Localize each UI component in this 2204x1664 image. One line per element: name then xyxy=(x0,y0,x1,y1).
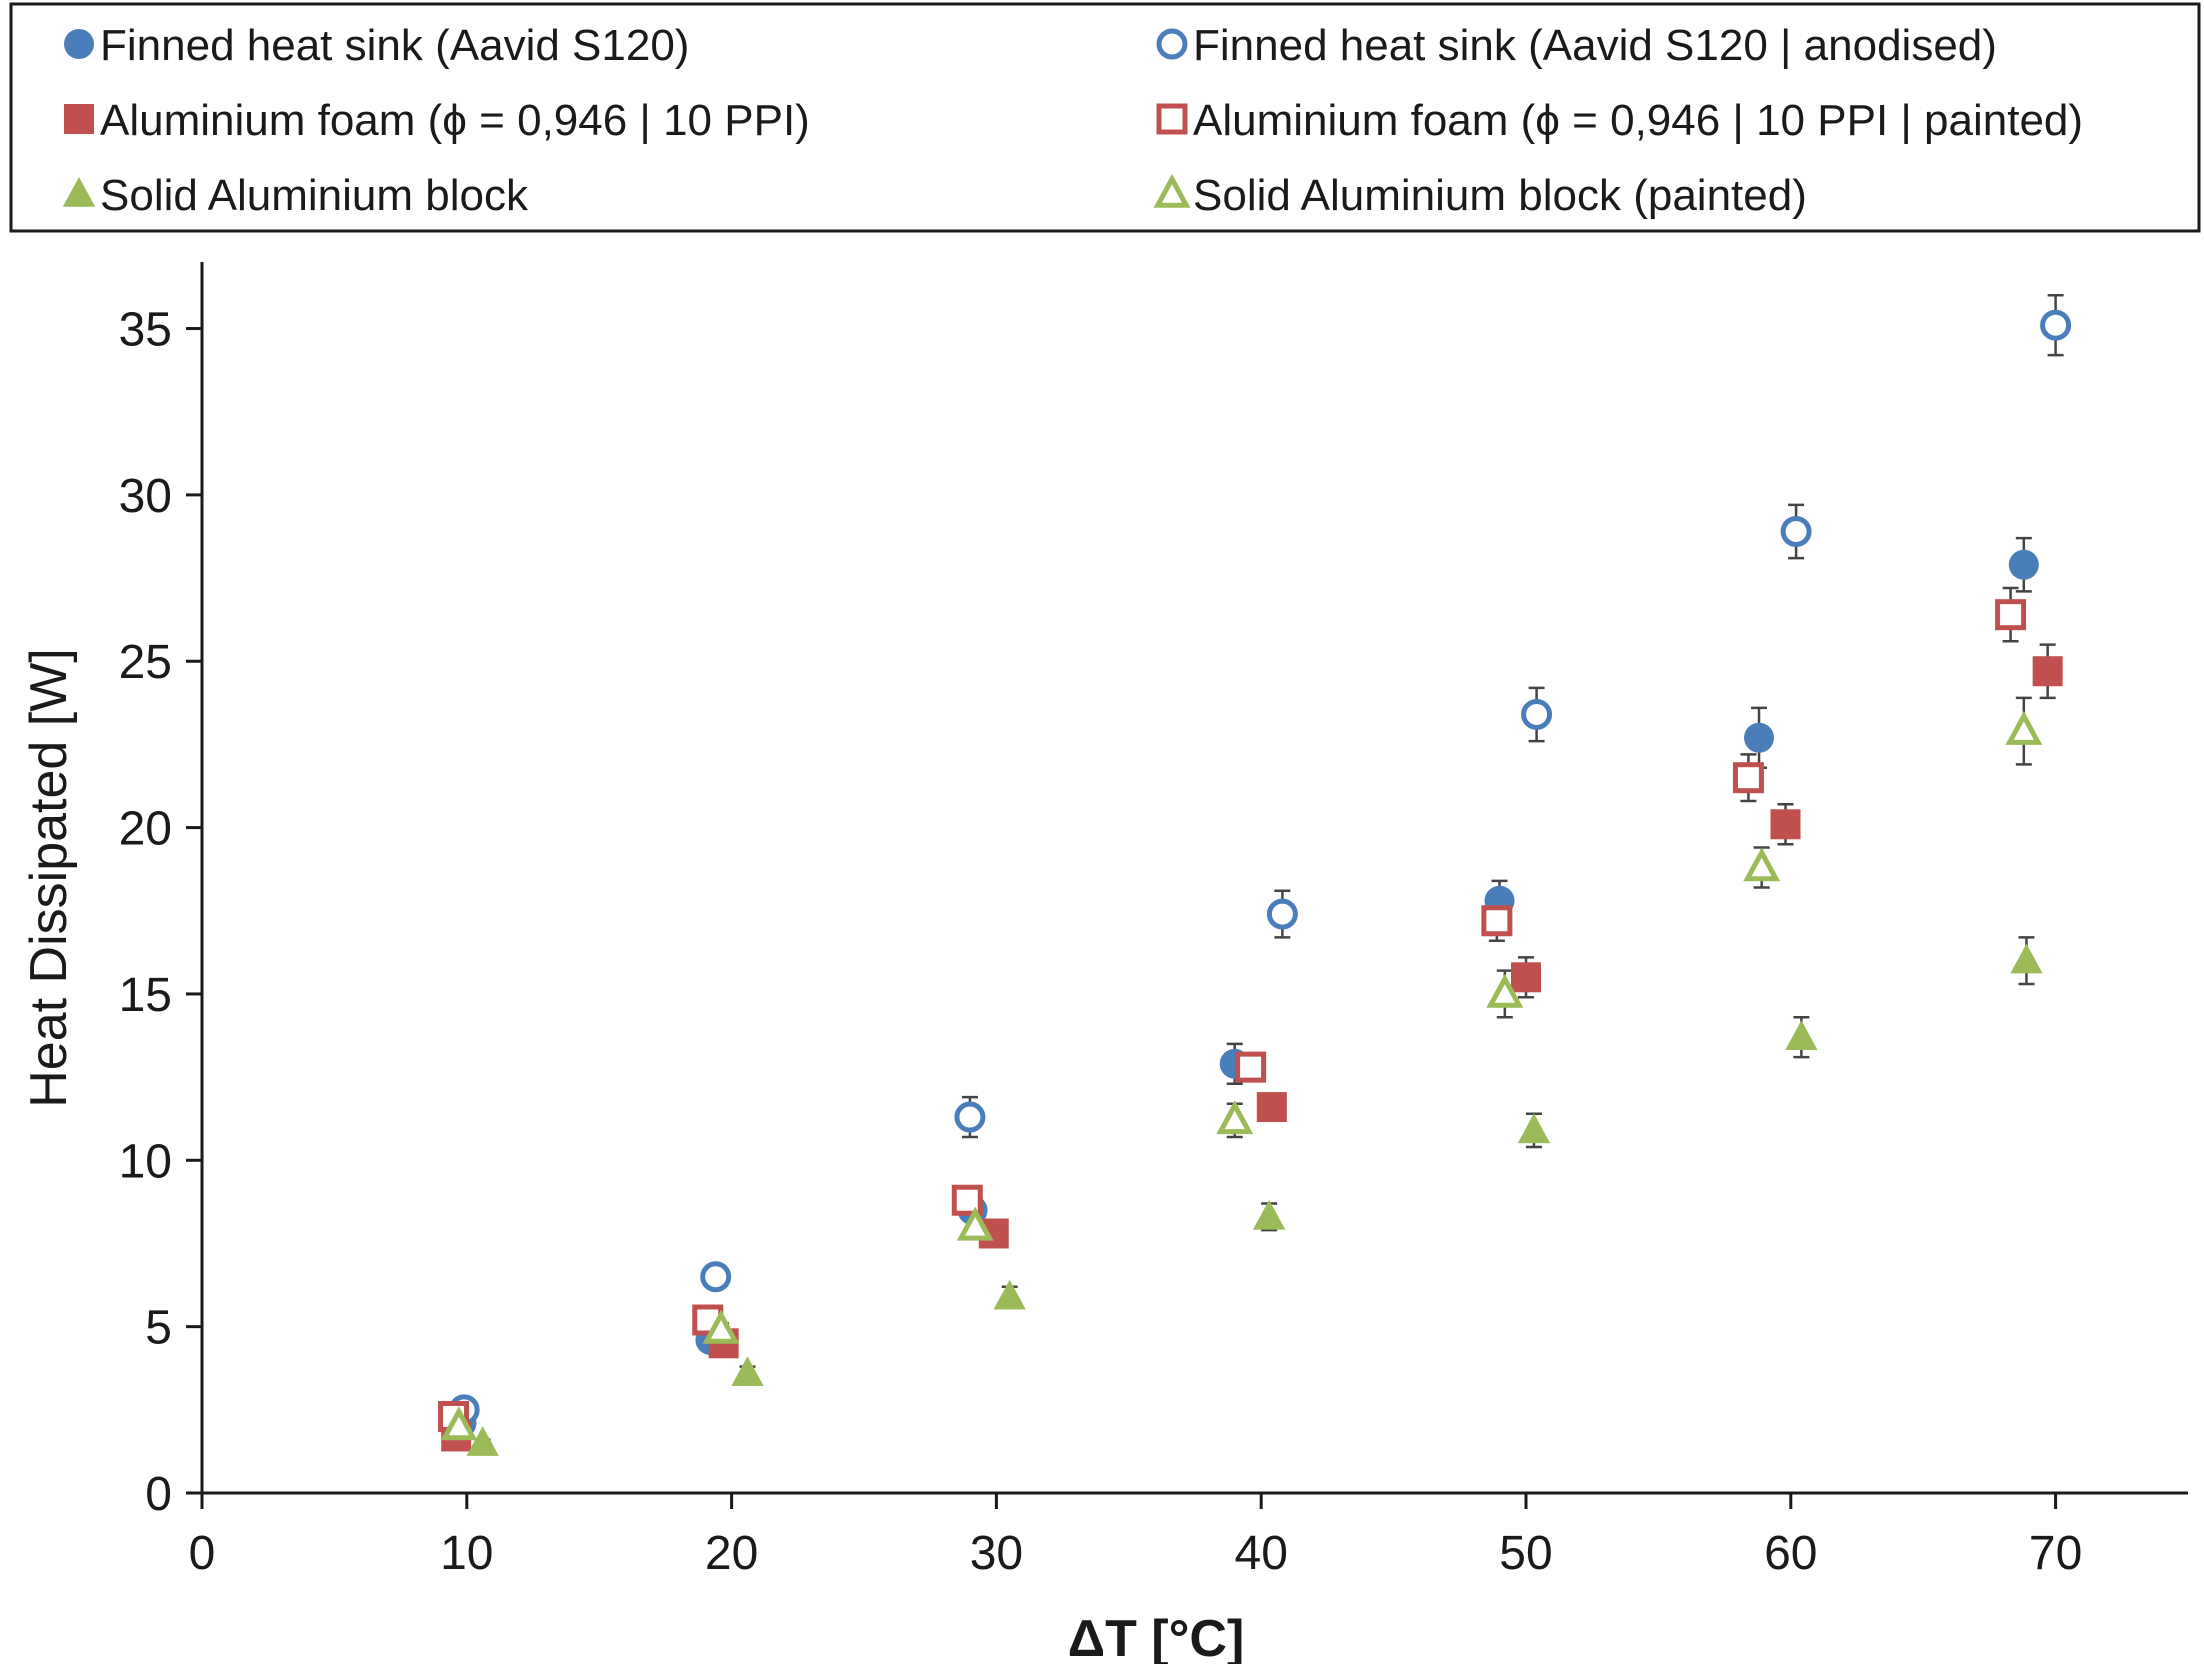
data-point xyxy=(1486,973,1524,1008)
legend-marker xyxy=(1156,103,1188,135)
x-tick-label: 20 xyxy=(705,1527,758,1580)
legend-label: Aluminium foam (ϕ = 0,946 | 10 PPI) xyxy=(100,96,810,145)
y-axis-title: Heat Dissipated [W] xyxy=(20,648,78,1108)
x-axis-ticks: 0 10 20 30 40 50 60 70 xyxy=(189,1493,2082,1580)
legend-label: Solid Aluminium block (painted) xyxy=(1193,171,1807,220)
data-point xyxy=(466,1426,499,1456)
y-tick-label: 10 xyxy=(119,1135,172,1188)
x-tick-label: 40 xyxy=(1235,1527,1288,1580)
legend-label: Aluminium foam (ϕ = 0,946 | 10 PPI | pai… xyxy=(1193,96,2083,145)
data-points xyxy=(438,309,2072,1456)
legend-entry: Solid Aluminium block (painted) xyxy=(1153,171,1807,220)
plot-area xyxy=(438,294,2072,1456)
data-point xyxy=(1235,1051,1267,1083)
x-tick-label: 60 xyxy=(1764,1527,1817,1580)
legend-entry: Solid Aluminium block xyxy=(62,171,529,220)
data-point xyxy=(1995,599,2027,631)
legend-marker xyxy=(62,177,96,207)
x-tick-label: 50 xyxy=(1499,1527,1552,1580)
data-point xyxy=(1743,847,1781,882)
data-point xyxy=(700,1261,732,1293)
series-6-points xyxy=(440,710,2043,1441)
data-point xyxy=(2032,656,2063,687)
y-tick-label: 25 xyxy=(119,636,172,689)
data-point xyxy=(1266,898,1298,930)
y-tick-label: 30 xyxy=(119,470,172,523)
series-4-points xyxy=(438,599,2027,1432)
y-axis-ticks: 0 5 10 15 20 25 30 35 xyxy=(119,304,202,1521)
data-point xyxy=(1521,698,1553,730)
data-point xyxy=(702,1309,740,1344)
data-point xyxy=(1770,809,1801,840)
y-tick-label: 20 xyxy=(119,803,172,856)
legend-marker xyxy=(64,29,94,59)
legend: Finned heat sink (Aavid S120) Finned heat… xyxy=(9,2,2201,233)
data-point xyxy=(2008,549,2039,580)
data-point xyxy=(993,1279,1026,1310)
legend-entry: Aluminium foam (ϕ = 0,946 | 10 PPI | pai… xyxy=(1156,96,2083,145)
y-tick-label: 35 xyxy=(119,304,172,357)
legend-items: Finned heat sink (Aavid S120) Finned heat… xyxy=(62,21,2083,220)
x-tick-label: 0 xyxy=(189,1527,216,1580)
data-point xyxy=(1517,1113,1551,1144)
x-tick-label: 70 xyxy=(2029,1527,2082,1580)
data-point xyxy=(1780,515,1812,547)
axes: 0 10 20 30 40 50 60 70 0 5 10 15 20 25 30 35 xyxy=(119,262,2188,1580)
data-point xyxy=(2005,710,2043,745)
legend-label: Solid Aluminium block xyxy=(100,171,529,220)
data-point xyxy=(1256,1092,1287,1123)
legend-marker xyxy=(1153,173,1191,208)
data-point xyxy=(440,1406,478,1441)
data-point xyxy=(1744,722,1775,753)
legend-border xyxy=(9,2,2201,233)
legend-label: Finned heat sink (Aavid S120 | anodised) xyxy=(1193,21,1997,70)
data-point xyxy=(954,1101,986,1133)
data-point xyxy=(1785,1020,1818,1050)
legend-marker xyxy=(64,104,94,134)
data-point xyxy=(731,1356,764,1386)
data-point xyxy=(2010,943,2043,974)
legend-entry: Finned heat sink (Aavid S120) xyxy=(64,21,689,70)
x-tick-label: 30 xyxy=(970,1527,1023,1580)
y-tick-label: 0 xyxy=(145,1468,172,1521)
legend-entry: Finned heat sink (Aavid S120 | anodised) xyxy=(1156,21,1997,70)
data-point xyxy=(1481,905,1513,937)
y-tick-label: 5 xyxy=(145,1302,172,1355)
x-tick-label: 10 xyxy=(440,1527,493,1580)
series-5-points xyxy=(466,943,2043,1456)
legend-marker xyxy=(1156,28,1188,60)
data-point xyxy=(956,1206,994,1241)
legend-label: Finned heat sink (Aavid S120) xyxy=(100,21,689,70)
data-point xyxy=(1732,762,1764,794)
data-point xyxy=(1216,1100,1254,1135)
legend-entry: Aluminium foam (ϕ = 0,946 | 10 PPI) xyxy=(64,96,810,145)
x-axis-title: ΔT [°C] xyxy=(1068,1610,1245,1664)
y-tick-label: 15 xyxy=(119,969,172,1022)
data-point xyxy=(2040,309,2072,341)
data-point xyxy=(1511,962,1541,993)
data-point xyxy=(1252,1199,1286,1230)
